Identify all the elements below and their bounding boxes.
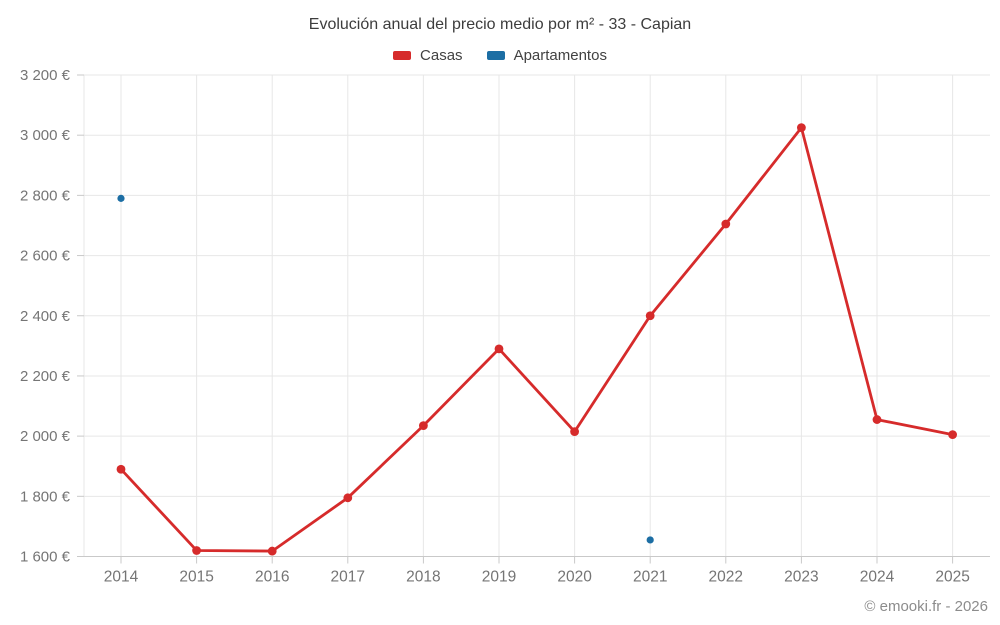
watermark-credit: © emooki.fr - 2026 [864, 598, 988, 615]
data-point-casas-2022[interactable] [721, 219, 731, 229]
x-axis-label-2016: 2016 [255, 569, 289, 586]
legend-label-apartamentos: Apartamentos [513, 47, 607, 64]
x-axis-label-2020: 2020 [557, 569, 592, 586]
x-axis-label-2017: 2017 [331, 569, 365, 586]
y-axis-label-1600: 1 600 € [20, 549, 71, 566]
data-point-apartamentos-2021[interactable] [646, 536, 654, 544]
chart-legend: Casas Apartamentos [0, 47, 1000, 64]
x-axis-label-2014: 2014 [104, 569, 139, 586]
data-point-casas-2021[interactable] [645, 311, 655, 321]
legend-item-casas[interactable]: Casas [393, 47, 463, 64]
x-axis-label-2018: 2018 [406, 569, 440, 586]
legend-label-casas: Casas [420, 47, 463, 64]
legend-item-apartamentos[interactable]: Apartamentos [486, 47, 607, 64]
x-axis-label-2022: 2022 [709, 569, 743, 586]
y-axis-label-2600: 2 600 € [20, 248, 71, 265]
y-axis-label-1800: 1 800 € [20, 488, 71, 505]
y-axis-label-2400: 2 400 € [20, 308, 71, 325]
data-point-casas-2016[interactable] [267, 546, 277, 556]
x-axis-label-2015: 2015 [179, 569, 213, 586]
y-axis-label-2800: 2 800 € [20, 187, 71, 204]
chart-title: Evolución anual del precio medio por m² … [308, 16, 692, 33]
x-axis-label-2025: 2025 [935, 569, 969, 586]
x-axis-label-2023: 2023 [784, 569, 818, 586]
x-axis-label-2019: 2019 [482, 569, 516, 586]
y-axis-label-2000: 2 000 € [20, 428, 71, 445]
series-line-casas [119, 126, 954, 553]
x-axis-label-2021: 2021 [633, 569, 667, 586]
y-axis-label-3000: 3 000 € [20, 127, 71, 144]
data-point-casas-2018[interactable] [419, 421, 428, 430]
data-point-casas-2020[interactable] [570, 427, 579, 437]
data-point-casas-2023[interactable] [797, 123, 806, 133]
data-point-apartamentos-2014[interactable] [117, 194, 125, 202]
y-axis-label-3200: 3 200 € [20, 67, 71, 84]
data-point-casas-2019[interactable] [494, 344, 504, 354]
legend-swatch-apartamentos-icon [486, 51, 505, 60]
data-point-casas-2017[interactable] [343, 493, 353, 503]
x-axis-label-2024: 2024 [860, 569, 895, 586]
data-point-casas-2015[interactable] [192, 546, 202, 555]
legend-swatch-casas-icon [393, 51, 412, 60]
data-point-casas-2025[interactable] [948, 430, 957, 440]
data-point-casas-2024[interactable] [872, 415, 882, 424]
data-point-casas-2014[interactable] [116, 464, 126, 474]
y-axis-label-2200: 2 200 € [20, 368, 71, 385]
